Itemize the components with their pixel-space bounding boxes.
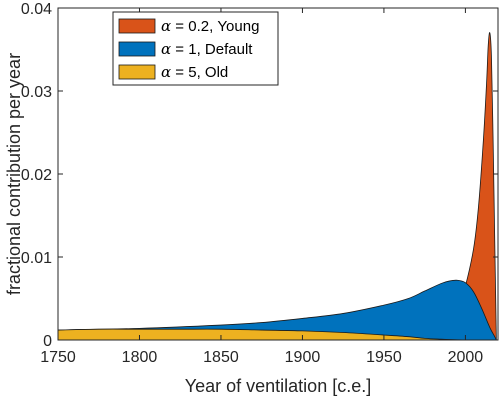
y-tick-label: 0 <box>43 333 52 350</box>
x-tick-label: 2000 <box>448 349 484 366</box>
y-tick-label: 0.01 <box>21 250 52 267</box>
y-tick-label: 0.03 <box>21 84 52 101</box>
legend-entry-label: α = 1, Default <box>161 40 253 58</box>
tick-labels: 1750 1800 1850 1900 1950 2000 0 0.01 0.02 0.03 0.0… <box>21 1 483 366</box>
area-series-1 <box>57 279 497 341</box>
legend-entry-label: α = 0.2, Young <box>161 17 259 35</box>
axes <box>57 7 499 341</box>
x-tick-label: 1950 <box>366 349 402 366</box>
legend-swatch <box>118 18 156 34</box>
legend-swatch <box>118 64 156 80</box>
y-tick-label: 0.02 <box>21 167 52 184</box>
legend: α = 0.2, Young α = 1, Default α = 5, Old <box>112 11 279 86</box>
legend-entry-label: α = 5, Old <box>161 63 228 81</box>
x-tick-label: 1850 <box>203 349 239 366</box>
x-tick-label: 1750 <box>40 349 76 366</box>
y-axis-title: fractional contribution per year <box>4 53 24 295</box>
y-tick-label: 0.04 <box>21 1 52 18</box>
legend-swatch <box>118 41 156 57</box>
x-tick-label: 1800 <box>122 349 158 366</box>
x-tick-label: 1900 <box>285 349 321 366</box>
x-axis-title: Year of ventilation [c.e.] <box>185 376 371 396</box>
